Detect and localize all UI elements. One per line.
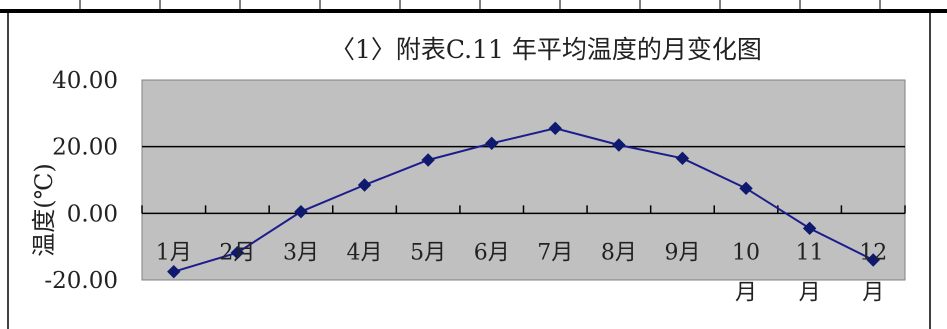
series-line	[173, 127, 874, 273]
x-category-label: 10 月	[732, 240, 760, 305]
data-point-marker	[548, 121, 562, 136]
data-point-marker	[357, 178, 372, 192]
y-tick-label: 0.00	[67, 201, 118, 227]
y-tick-label: 40.00	[52, 68, 118, 94]
x-category-label: 12 月	[859, 240, 887, 305]
data-point-marker	[230, 245, 245, 260]
x-category-label: 8月	[601, 240, 637, 265]
y-tick-label: 20.00	[52, 135, 118, 161]
x-category-label: 9月	[664, 240, 700, 265]
data-point-marker	[294, 204, 308, 219]
data-point-marker	[612, 138, 626, 152]
data-point-marker	[167, 264, 181, 279]
x-category-label: 2月	[219, 240, 255, 265]
x-category-label: 6月	[474, 240, 510, 265]
data-point-marker	[802, 221, 817, 236]
x-category-label: 11 月	[796, 240, 824, 305]
data-point-marker	[675, 151, 690, 166]
x-category-label: 1月	[156, 240, 192, 265]
x-category-label: 3月	[283, 240, 319, 265]
top-strip	[0, 0, 947, 8]
chart-title: 〈1〉附表C.11 年平均温度的月变化图	[330, 35, 762, 64]
data-point-marker	[421, 153, 435, 167]
data-point-marker	[866, 253, 880, 267]
y-tick-label: -20.00	[44, 268, 118, 294]
data-point-marker	[485, 136, 499, 151]
data-point-marker	[739, 181, 753, 196]
x-category-label: 5月	[410, 240, 446, 265]
y-axis-title: 温度(℃)	[30, 163, 58, 257]
x-category-label: 7月	[537, 240, 573, 265]
plot-area	[141, 79, 906, 281]
x-category-label: 4月	[347, 240, 383, 265]
